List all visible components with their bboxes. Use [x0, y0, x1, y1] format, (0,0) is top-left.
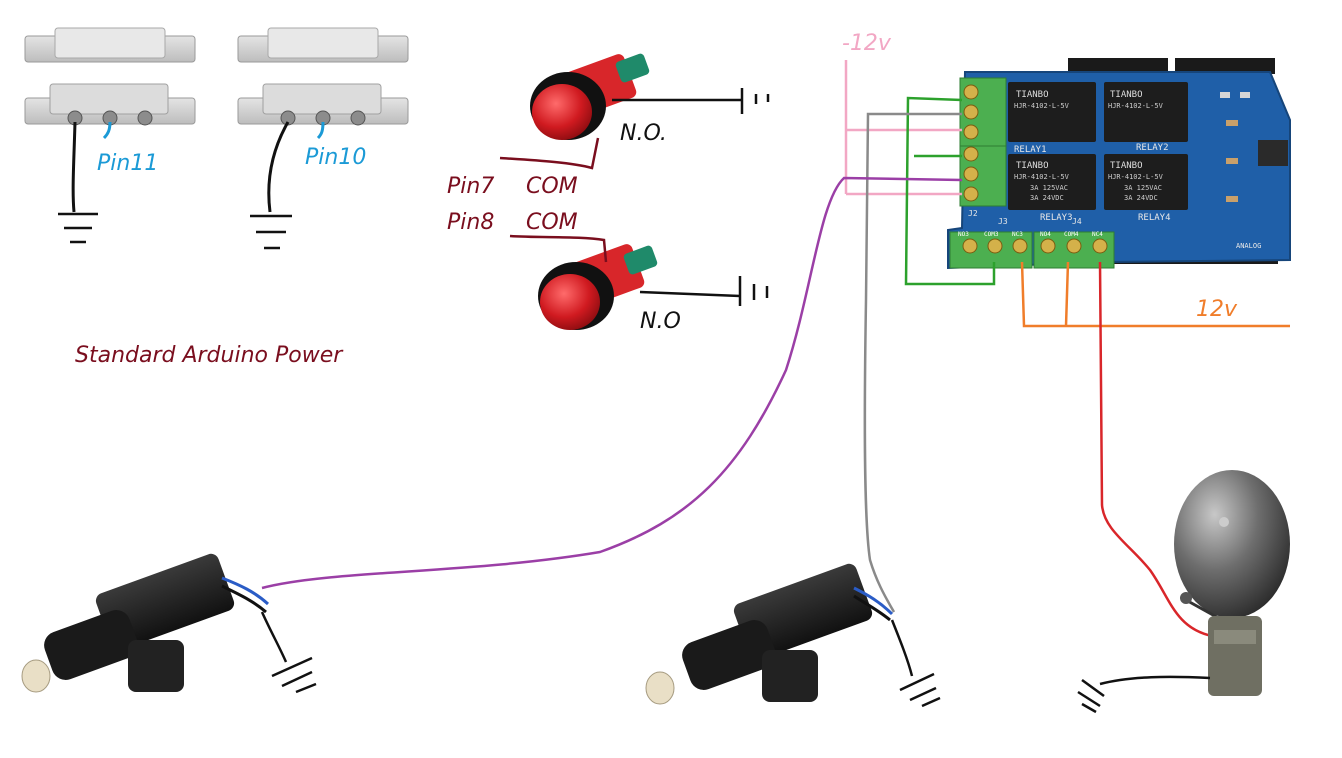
door-sensor-2 — [237, 27, 409, 126]
terminal-no4: NO4 — [1040, 231, 1051, 238]
terminal-com4: COM4 — [1064, 231, 1079, 238]
terminal-block-bottom: NO3 COM3 NC3 NO4 COM4 NC4 — [949, 231, 1115, 269]
door-lock-actuator-2 — [645, 563, 894, 705]
relay4-spec-ac: 3A 125VAC — [1124, 184, 1162, 192]
relay1-brand: TIANBO — [1016, 90, 1049, 100]
button-bottom-com-wire — [509, 234, 608, 263]
wire-gray — [863, 112, 962, 613]
ground-symbol-actuator2 — [899, 672, 941, 708]
connector-label-j4: J4 — [1072, 217, 1082, 226]
connector-label-j3: J3 — [998, 217, 1008, 226]
terminal-block-left — [959, 77, 1007, 207]
door-lock-actuator-1 — [21, 553, 270, 693]
button-bottom-no-wire — [639, 290, 741, 298]
button-top-com-wire — [499, 137, 600, 170]
ground-symbol-button-top — [740, 88, 770, 114]
arcade-button-bottom — [538, 244, 658, 330]
sensor2-pin10-wire — [316, 121, 325, 140]
relay1-model: HJR-4102-L-5V — [1014, 102, 1070, 110]
terminal-com3: COM3 — [984, 231, 999, 238]
ground-symbol-sensor2 — [250, 214, 292, 250]
relay-4: TIANBO HJR-4102-L-5V 3A 125VAC 3A 24VDC — [1104, 154, 1188, 210]
label-com-top: COM — [526, 174, 578, 199]
relay3-model: HJR-4102-L-5V — [1014, 173, 1070, 181]
label-no-bottom: N.O — [640, 309, 681, 334]
label-arduino-power: Standard Arduino Power — [75, 343, 344, 368]
ground-symbol-sensor1 — [58, 212, 98, 244]
door-sensor-1 — [24, 27, 196, 126]
ground-symbol-button-bottom — [738, 276, 769, 306]
wire-purple — [261, 176, 963, 590]
relay-label-1: RELAY1 — [1014, 145, 1047, 155]
label-plus12v: 12v — [1196, 297, 1238, 322]
bell-ground-wire — [1099, 675, 1211, 686]
relay-label-4: RELAY4 — [1138, 213, 1171, 223]
label-pin10: Pin10 — [305, 145, 366, 170]
sensor2-ground-wire — [267, 121, 290, 213]
actuator2-ground-wire — [890, 619, 914, 677]
ground-symbol-bell — [1077, 678, 1105, 714]
actuator1-ground-wire — [260, 611, 288, 663]
label-pin11: Pin11 — [97, 151, 158, 176]
relay3-spec-ac: 3A 125VAC — [1030, 184, 1068, 192]
relay3-spec-dc: 3A 24VDC — [1030, 194, 1064, 202]
analog-label: ANALOG — [1236, 242, 1261, 250]
label-no-top: N.O. — [620, 121, 667, 146]
relay4-spec-dc: 3A 24VDC — [1124, 194, 1158, 202]
label-pin8: Pin8 — [447, 210, 494, 235]
relay-2: TIANBO HJR-4102-L-5V — [1104, 82, 1188, 142]
label-pin7: Pin7 — [447, 174, 494, 199]
label-com-bottom: COM — [526, 210, 578, 235]
ground-symbol-actuator1 — [271, 656, 317, 694]
sensor1-ground-wire — [71, 121, 77, 213]
relay-3: TIANBO HJR-4102-L-5V 3A 125VAC 3A 24VDC — [1008, 154, 1096, 210]
wire-red-bell — [1098, 261, 1213, 638]
sensor1-pin11-wire — [102, 121, 112, 140]
relay4-brand: TIANBO — [1110, 161, 1143, 171]
label-minus12v: -12v — [842, 31, 892, 56]
relay-label-3: RELAY3 — [1040, 213, 1073, 223]
relay2-model: HJR-4102-L-5V — [1108, 102, 1164, 110]
terminal-nc3: NC3 — [1012, 231, 1023, 238]
wire-green-loop — [904, 96, 996, 286]
terminal-no3: NO3 — [958, 231, 969, 238]
relay4-model: HJR-4102-L-5V — [1108, 173, 1164, 181]
terminal-nc4: NC4 — [1092, 231, 1103, 238]
wire-orange-12v — [1020, 261, 1290, 328]
electric-bell — [1174, 470, 1290, 696]
relay2-brand: TIANBO — [1110, 90, 1143, 100]
connector-label-j2: J2 — [968, 209, 978, 218]
relay-shield-board: TIANBO HJR-4102-L-5V TIANBO HJR-4102-L-5… — [947, 58, 1291, 270]
relay-label-2: RELAY2 — [1136, 143, 1169, 153]
relay-1: TIANBO HJR-4102-L-5V — [1008, 82, 1096, 142]
relay3-brand: TIANBO — [1016, 161, 1049, 171]
